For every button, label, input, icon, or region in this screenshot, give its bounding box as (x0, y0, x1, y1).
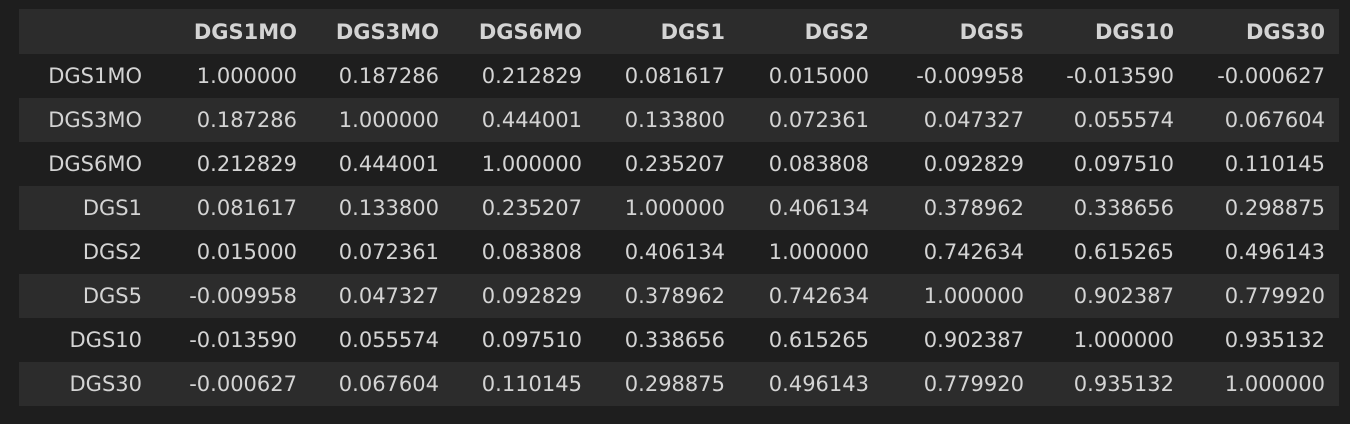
table-row: DGS6MO 0.212829 0.444001 1.000000 0.235207 0.… (19, 142, 1339, 186)
table-cell: 0.092829 (923, 152, 1024, 176)
table-cell: 0.212829 (196, 152, 297, 176)
table-cell: 0.298875 (1224, 196, 1325, 220)
table-cell: 0.083808 (481, 240, 582, 264)
table-cell: 0.092829 (481, 284, 582, 308)
table-row: DGS1 0.081617 0.133800 0.235207 1.000000 0.40… (19, 186, 1339, 230)
table-cell: 0.902387 (923, 328, 1024, 352)
table-cell: 0.496143 (768, 372, 869, 396)
table-cell: 0.015000 (768, 64, 869, 88)
table-cell: -0.013590 (1066, 64, 1174, 88)
table-cell: 0.742634 (768, 284, 869, 308)
table-cell: 0.378962 (624, 284, 725, 308)
column-header: DGS1MO (193, 19, 297, 44)
table-cell: -0.000627 (1217, 64, 1325, 88)
row-index-label: DGS1MO (48, 64, 142, 88)
table-cell: 0.779920 (923, 372, 1024, 396)
table-cell: 0.015000 (196, 240, 297, 264)
table-cell: 1.000000 (923, 284, 1024, 308)
table-cell: 0.187286 (338, 64, 439, 88)
table-cell: 0.378962 (923, 196, 1024, 220)
table-cell: 1.000000 (196, 64, 297, 88)
column-header: DGS1 (660, 19, 725, 44)
row-index-label: DGS2 (82, 240, 142, 264)
table-cell: 0.072361 (338, 240, 439, 264)
table-cell: 0.496143 (1224, 240, 1325, 264)
table-cell: 0.047327 (338, 284, 439, 308)
header-row: DGS1MO DGS3MO DGS6MO DGS1 DGS2 DGS5 DGS1… (19, 9, 1339, 54)
table-cell: 0.110145 (1224, 152, 1325, 176)
column-header: DGS30 (1245, 19, 1325, 44)
table-cell: 0.081617 (196, 196, 297, 220)
table-cell: 0.779920 (1224, 284, 1325, 308)
table-cell: 0.615265 (768, 328, 869, 352)
row-index-label: DGS6MO (48, 152, 142, 176)
column-header: DGS5 (959, 19, 1024, 44)
row-index-label: DGS10 (69, 328, 143, 352)
table-cell: 0.742634 (923, 240, 1024, 264)
table-cell: 0.187286 (196, 108, 297, 132)
table-cell: 0.081617 (624, 64, 725, 88)
table-cell: 0.047327 (923, 108, 1024, 132)
table-cell: 1.000000 (1073, 328, 1174, 352)
column-header: DGS6MO (478, 19, 582, 44)
table-cell: 0.067604 (1224, 108, 1325, 132)
table-cell: 0.133800 (624, 108, 725, 132)
table-cell: 0.902387 (1073, 284, 1174, 308)
table-cell: -0.009958 (189, 284, 297, 308)
table-row: DGS5 -0.009958 0.047327 0.092829 0.378962 0.7… (19, 274, 1339, 318)
table-cell: 0.444001 (338, 152, 439, 176)
index-header-corner (19, 9, 156, 54)
row-index-label: DGS1 (82, 196, 142, 220)
table-cell: 1.000000 (768, 240, 869, 264)
table-cell: 0.444001 (481, 108, 582, 132)
table-row: DGS2 0.015000 0.072361 0.083808 0.406134 1.00… (19, 230, 1339, 274)
table-cell: 0.097510 (1073, 152, 1174, 176)
table-cell: 0.110145 (481, 372, 582, 396)
table-cell: 0.072361 (768, 108, 869, 132)
table-cell: 0.338656 (1073, 196, 1174, 220)
table-cell: 1.000000 (1224, 372, 1325, 396)
table-cell: 0.235207 (624, 152, 725, 176)
table-cell: 0.067604 (338, 372, 439, 396)
table-cell: 1.000000 (481, 152, 582, 176)
table-cell: 0.235207 (481, 196, 582, 220)
table-cell: 0.338656 (624, 328, 725, 352)
table-cell: 0.298875 (624, 372, 725, 396)
table-cell: 0.406134 (624, 240, 725, 264)
table-cell: 0.097510 (481, 328, 582, 352)
table-row: DGS30 -0.000627 0.067604 0.110145 0.298875 0.… (19, 362, 1339, 406)
table-cell: 0.055574 (1073, 108, 1174, 132)
table-cell: 1.000000 (624, 196, 725, 220)
table-cell: 0.406134 (768, 196, 869, 220)
correlation-dataframe: DGS1MO DGS3MO DGS6MO DGS1 DGS2 DGS5 DGS1… (19, 9, 1339, 406)
column-header: DGS10 (1094, 19, 1174, 44)
table-cell: 0.055574 (338, 328, 439, 352)
column-header: DGS3MO (335, 19, 439, 44)
table-cell: 0.212829 (481, 64, 582, 88)
table-cell: -0.009958 (916, 64, 1024, 88)
row-index-label: DGS5 (82, 284, 142, 308)
table-row: DGS1MO 1.000000 0.187286 0.212829 0.081617 0.… (19, 54, 1339, 98)
table-row: DGS3MO 0.187286 1.000000 0.444001 0.133800 0.… (19, 98, 1339, 142)
table-cell: 1.000000 (338, 108, 439, 132)
table-cell: 0.083808 (768, 152, 869, 176)
column-header: DGS2 (804, 19, 869, 44)
table-cell: -0.000627 (189, 372, 297, 396)
table-cell: 0.935132 (1224, 328, 1325, 352)
table-cell: -0.013590 (189, 328, 297, 352)
row-index-label: DGS3MO (48, 108, 142, 132)
table-cell: 0.935132 (1073, 372, 1174, 396)
table-cell: 0.615265 (1073, 240, 1174, 264)
table-row: DGS10 -0.013590 0.055574 0.097510 0.338656 0.… (19, 318, 1339, 362)
table-cell: 0.133800 (338, 196, 439, 220)
row-index-label: DGS30 (69, 372, 143, 396)
